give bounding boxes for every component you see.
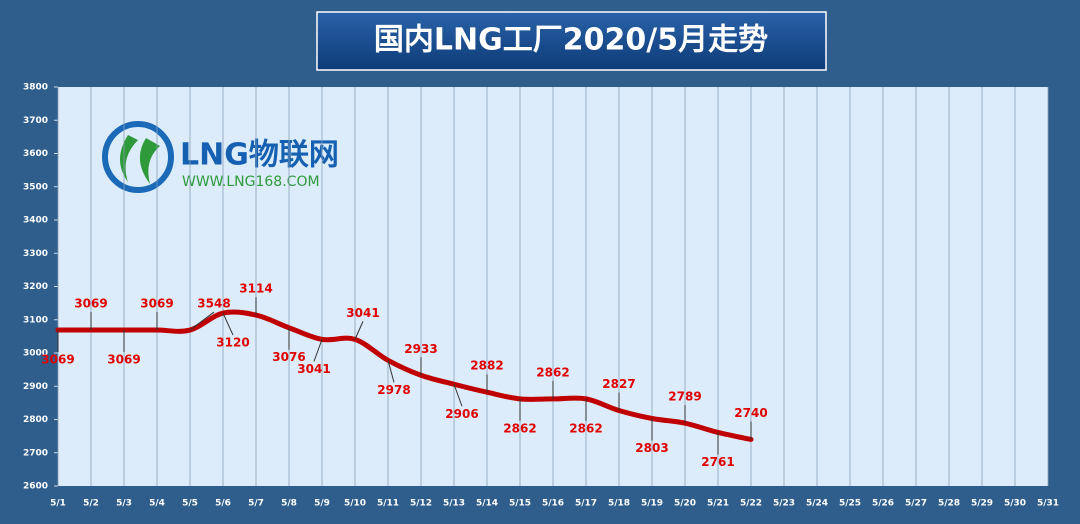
annotation-leader — [453, 384, 463, 407]
annotation: 3041 — [346, 306, 379, 320]
logo-leaf — [120, 135, 160, 184]
x-tick-label: 5/8 — [281, 499, 297, 509]
x-tick-label: 5/21 — [707, 499, 729, 509]
x-tick-label: 5/20 — [674, 499, 696, 509]
y-tick-label: 3700 — [23, 116, 48, 126]
x-tick-label: 5/24 — [806, 499, 828, 509]
x-tick-label: 5/27 — [905, 499, 927, 509]
annotation-leader — [354, 321, 364, 340]
x-tick-label: 5/31 — [1037, 499, 1059, 509]
annotation: 3120 — [216, 336, 249, 350]
annotation: 3114 — [239, 282, 272, 296]
annotation-leader — [189, 311, 215, 331]
annotation: 2862 — [569, 421, 602, 435]
x-tick-label: 5/28 — [938, 499, 960, 509]
logo: LNG物联网 WWW.LNG168.COM — [102, 121, 339, 193]
annotation: 3069 — [140, 297, 173, 311]
annotation: 2862 — [536, 365, 569, 379]
y-tick-label: 2800 — [23, 415, 48, 425]
x-tick-label: 5/17 — [575, 499, 597, 509]
logo-url: WWW.LNG168.COM — [182, 174, 320, 190]
annotation-leader — [387, 360, 395, 383]
annotation: 2882 — [470, 359, 503, 373]
annotation: 2827 — [602, 377, 635, 391]
x-tick-label: 5/1 — [50, 499, 66, 509]
x-tick-label: 5/2 — [83, 499, 99, 509]
x-tick-label: 5/9 — [314, 499, 330, 509]
y-tick-label: 2700 — [23, 448, 48, 458]
x-tick-label: 5/4 — [149, 499, 165, 509]
annotation: 3069 — [74, 297, 107, 311]
x-tick-label: 5/22 — [740, 499, 762, 509]
y-tick-label: 3100 — [23, 315, 48, 325]
y-tick-label: 3600 — [23, 149, 48, 159]
annotation: 2761 — [701, 455, 734, 469]
x-tick-label: 5/10 — [344, 499, 366, 509]
annotation: 2803 — [635, 441, 668, 455]
annotation-leader — [222, 312, 234, 336]
title-box — [316, 11, 827, 71]
x-tick-label: 5/11 — [377, 499, 399, 509]
logo-ring — [102, 121, 174, 193]
x-tick-label: 5/3 — [116, 499, 132, 509]
annotation: 2740 — [734, 406, 767, 420]
x-tick-label: 5/25 — [839, 499, 861, 509]
annotation: 2906 — [445, 407, 478, 421]
x-tick-label: 5/18 — [608, 499, 630, 509]
x-tick-label: 5/19 — [641, 499, 663, 509]
x-tick-label: 5/6 — [215, 499, 231, 509]
x-tick-label: 5/12 — [410, 499, 432, 509]
y-tick-label: 3200 — [23, 282, 48, 292]
x-tick-label: 5/30 — [1004, 499, 1026, 509]
y-tick-label: 3800 — [23, 83, 48, 93]
annotation: 3548 — [197, 297, 230, 311]
y-tick-label: 2900 — [23, 382, 48, 392]
annotation: 3076 — [272, 350, 305, 364]
y-tick-label: 3300 — [23, 249, 48, 259]
x-tick-label: 5/13 — [443, 499, 465, 509]
x-tick-label: 5/15 — [509, 499, 531, 509]
y-tick-label: 2600 — [23, 482, 48, 492]
y-tick-label: 3500 — [23, 182, 48, 192]
annotation: 2862 — [503, 421, 536, 435]
x-tick-label: 5/7 — [248, 499, 264, 509]
logo-name: LNG物联网 — [180, 138, 339, 173]
annotation: 3069 — [41, 353, 74, 367]
x-tick-label: 5/5 — [182, 499, 198, 509]
x-tick-label: 5/29 — [971, 499, 993, 509]
annotation: 2789 — [668, 390, 701, 404]
line — [55, 309, 754, 442]
x-tick-label: 5/14 — [476, 499, 498, 509]
chart-title: 国内LNG工厂2020/5月走势 — [374, 23, 768, 58]
x-tick-label: 5/23 — [773, 499, 795, 509]
x-tick-label: 5/26 — [872, 499, 894, 509]
annotation: 2978 — [377, 383, 410, 397]
annotation: 3041 — [297, 362, 330, 376]
y-tick-label: 3400 — [23, 216, 48, 226]
annotation: 3069 — [107, 353, 140, 367]
x-tick-label: 5/16 — [542, 499, 564, 509]
annotation: 2933 — [404, 342, 437, 356]
annotation-leader — [313, 339, 323, 362]
y-tick-label: 3000 — [23, 349, 48, 359]
